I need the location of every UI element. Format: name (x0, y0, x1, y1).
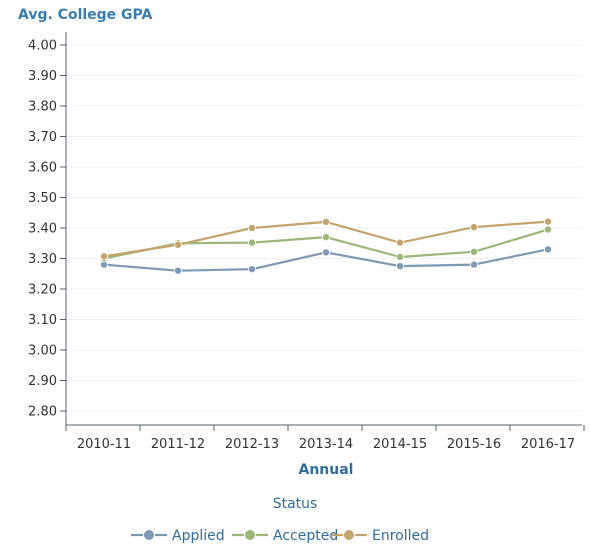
y-tick-label: 3.60 (28, 161, 57, 176)
y-tick-label: 3.00 (28, 344, 57, 359)
x-tick-label: 2013-14 (299, 437, 353, 452)
y-tick-label: 2.90 (28, 374, 57, 389)
data-point-applied (173, 266, 182, 275)
y-tick-label: 3.90 (28, 69, 57, 84)
data-point-accepted (247, 238, 256, 247)
y-axis-ticks: 4.00 3.90 3.80 3.70 3.60 3.50 3.40 3.30 3.20 3.10… (28, 39, 66, 420)
legend-label-accepted: Accepted (273, 528, 338, 544)
y-tick-label: 2.80 (28, 405, 57, 420)
legend-label-applied: Applied (172, 528, 225, 544)
y-tick-label: 4.00 (28, 39, 57, 54)
legend: Applied Accepted Enrolled (131, 528, 429, 544)
legend-label-enrolled: Enrolled (372, 528, 429, 544)
data-point-enrolled (247, 223, 256, 232)
grid-lines (66, 44, 582, 412)
data-point-accepted (321, 233, 330, 242)
data-point-accepted (395, 252, 404, 261)
legend-marker (143, 529, 155, 541)
y-tick-label: 3.50 (28, 191, 57, 206)
legend-item-applied: Applied (131, 528, 225, 544)
data-point-applied (247, 265, 256, 274)
x-tick-label: 2014-15 (373, 437, 427, 452)
y-tick-label: 3.70 (28, 130, 57, 145)
data-point-accepted (544, 225, 553, 234)
x-tick-label: 2016-17 (521, 437, 575, 452)
legend-item-accepted: Accepted (232, 528, 338, 544)
data-point-enrolled (469, 223, 478, 232)
y-tick-label: 3.80 (28, 100, 57, 115)
y-tick-label: 3.20 (28, 283, 57, 298)
y-tick-label: 3.10 (28, 313, 57, 328)
legend-item-enrolled: Enrolled (331, 528, 429, 544)
x-axis-ticks: 2010-11 2011-12 2012-13 2013-14 2014-15 2015-… (65, 425, 585, 452)
data-point-applied (544, 245, 553, 254)
data-point-accepted (469, 247, 478, 256)
legend-marker (343, 529, 355, 541)
chart-title: Avg. College GPA (18, 7, 153, 23)
data-point-enrolled (173, 240, 182, 249)
y-tick-label: 3.30 (28, 252, 57, 267)
data-point-enrolled (544, 217, 553, 226)
data-point-enrolled (321, 217, 330, 226)
legend-marker (244, 529, 256, 541)
x-tick-label: 2011-12 (151, 437, 205, 452)
y-tick-label: 3.40 (28, 222, 57, 237)
x-tick-label: 2010-11 (77, 437, 131, 452)
x-tick-label: 2015-16 (447, 437, 501, 452)
data-point-applied (321, 248, 330, 257)
data-point-applied (395, 262, 404, 271)
data-point-enrolled (100, 252, 109, 261)
data-point-applied (469, 260, 478, 269)
series-lines (100, 217, 553, 275)
x-tick-label: 2012-13 (225, 437, 279, 452)
legend-title: Status (273, 496, 318, 512)
data-point-enrolled (395, 238, 404, 247)
x-axis-label: Annual (299, 462, 354, 478)
